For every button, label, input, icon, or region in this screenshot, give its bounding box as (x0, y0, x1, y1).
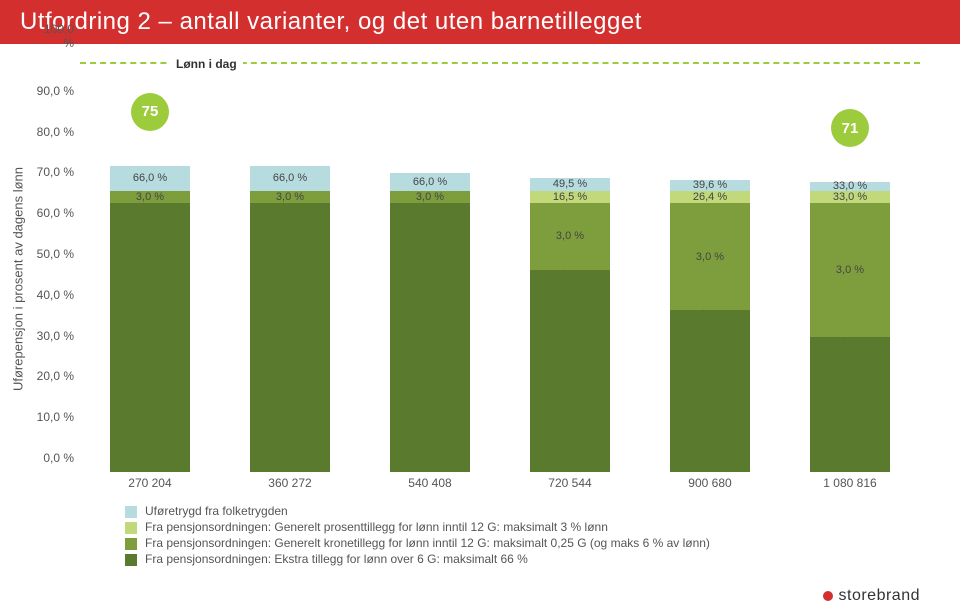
segment-label: 66,0 % (390, 176, 470, 188)
legend: Uføretrygd fra folketrygden Fra pensjonso… (125, 504, 920, 566)
x-category: 720 544 (520, 476, 620, 490)
legend-item: Fra pensjonsordningen: Generelt prosentt… (125, 520, 920, 534)
y-tick: 60,0 % (30, 206, 74, 220)
segment-label: 26,4 % (670, 191, 750, 203)
x-category: 270 204 (100, 476, 200, 490)
segment-label: 16,5 % (530, 191, 610, 203)
x-category: 540 408 (380, 476, 480, 490)
bar-segment: 66,0 % (110, 166, 190, 190)
bar: 4,2 %3,0 % 66,0 % (390, 173, 470, 472)
bar-segment: 6,0 % (110, 203, 190, 472)
y-tick: 30,0 % (30, 329, 74, 343)
brand-dot-icon (823, 591, 833, 601)
bar-segment: 49,5 % (530, 178, 610, 191)
segment-label: 39,6 % (670, 179, 750, 191)
y-tick: 20,0 % (30, 369, 74, 383)
bar: 2,1 % 3,0 % 33,0 %33,0 % (810, 182, 890, 472)
bar-segment: 3,0 % (810, 203, 890, 338)
bar-segment: 33,0 % (810, 182, 890, 191)
bar-segment: 33,0 % (810, 191, 890, 203)
segment-label: 66,0 % (250, 172, 330, 184)
reference-label: Lønn i dag (170, 57, 243, 71)
plot-area: Lønn i dag6,0 %3,0 %66,0 %270 2046,0 %3,… (80, 64, 920, 472)
segment-label: 3,0 % (110, 191, 190, 203)
y-tick: 0,0 % (30, 451, 74, 465)
legend-item: Fra pensjonsordningen: Ekstra tillegg fo… (125, 552, 920, 566)
y-axis-label: Uførepensjon i prosent av dagens lønn (11, 167, 26, 391)
footer-brand: storebrand (823, 587, 921, 605)
bar-segment: 16,5 % (530, 191, 610, 203)
legend-swatch (125, 554, 137, 566)
y-tick: 100,0 % (30, 22, 74, 50)
x-category: 360 272 (240, 476, 340, 490)
brand-name: storebrand (839, 587, 921, 605)
legend-swatch (125, 538, 137, 550)
bar-segment: 2,5 % (670, 310, 750, 472)
segment-label: 33,0 % (810, 191, 890, 203)
legend-item: Fra pensjonsordningen: Generelt kronetil… (125, 536, 920, 550)
legend-label: Fra pensjonsordningen: Ekstra tillegg fo… (145, 552, 528, 566)
segment-label: 49,5 % (530, 178, 610, 190)
badge: 75 (131, 93, 169, 131)
bar-segment: 3,0 % (530, 203, 610, 270)
bar-segment: 3,0 % (110, 191, 190, 203)
y-tick: 10,0 % (30, 410, 74, 424)
chart: Uførepensjon i prosent av dagens lønn 0,… (80, 64, 920, 494)
bar-segment: 39,6 % (670, 180, 750, 190)
y-tick: 50,0 % (30, 247, 74, 261)
bar: 3,1 % 3,0 % 16,5 %49,5 % (530, 178, 610, 472)
segment-label: 3,0 % (250, 191, 330, 203)
title-text: Utfordring 2 – antall varianter, og det … (20, 8, 642, 35)
x-category: 1 080 816 (800, 476, 900, 490)
legend-label: Fra pensjonsordningen: Generelt prosentt… (145, 520, 608, 534)
legend-swatch (125, 506, 137, 518)
bar-segment: 26,4 % (670, 191, 750, 203)
bar-segment: 4,2 % (390, 203, 470, 472)
bar-segment: 3,0 % (250, 191, 330, 203)
segment-label: 3,0 % (390, 191, 470, 203)
bar-segment: 6,0 % (250, 203, 330, 472)
bar: 6,0 %3,0 % 66,0 % (110, 166, 190, 472)
y-tick: 90,0 % (30, 84, 74, 98)
bar-segment: 3,0 % (390, 191, 470, 203)
bar-segment: 3,1 % (530, 270, 610, 472)
badge: 71 (831, 109, 869, 147)
bar-segment: 2,1 % (810, 337, 890, 472)
bar-segment: 3,0 % (670, 203, 750, 311)
legend-label: Uføretrygd fra folketrygden (145, 504, 288, 518)
legend-item: Uføretrygd fra folketrygden (125, 504, 920, 518)
bar-segment: 66,0 % (250, 166, 330, 190)
legend-label: Fra pensjonsordningen: Generelt kronetil… (145, 536, 710, 550)
page-title: Utfordring 2 – antall varianter, og det … (0, 0, 960, 44)
segment-label: 3,0 % (810, 264, 890, 276)
x-category: 900 680 (660, 476, 760, 490)
y-tick: 70,0 % (30, 165, 74, 179)
legend-swatch (125, 522, 137, 534)
segment-label: 3,0 % (670, 251, 750, 263)
y-tick: 40,0 % (30, 288, 74, 302)
segment-label: 3,0 % (530, 230, 610, 242)
segment-label: 66,0 % (110, 172, 190, 184)
bar: 2,5 % 3,0 % 26,4 %39,6 % (670, 180, 750, 472)
bar: 6,0 %3,0 % 66,0 % (250, 166, 330, 472)
y-tick: 80,0 % (30, 125, 74, 139)
segment-label: 33,0 % (810, 180, 890, 192)
bar-segment: 66,0 % (390, 173, 470, 190)
